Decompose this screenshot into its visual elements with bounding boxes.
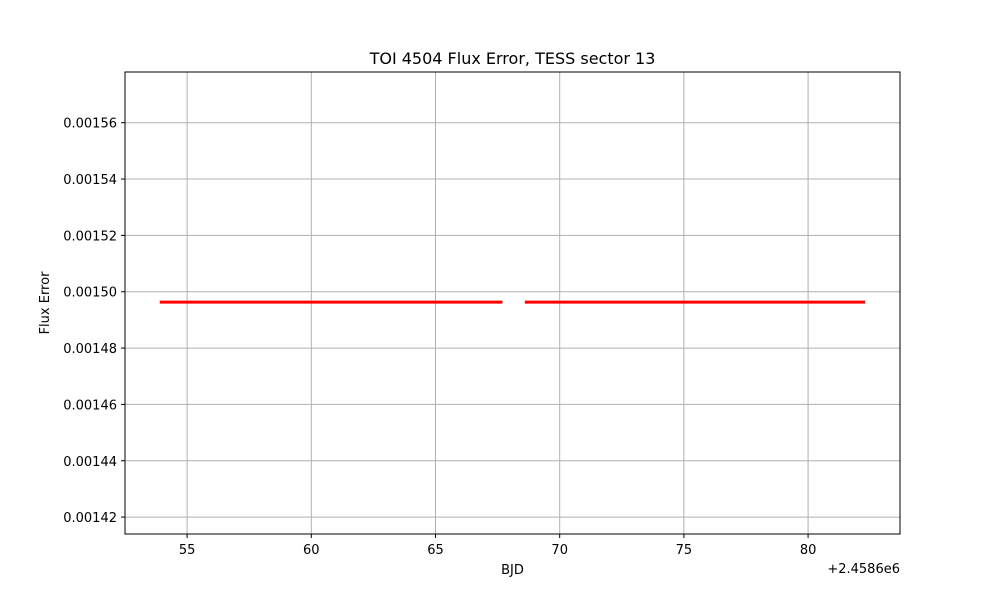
y-axis-label: Flux Error <box>38 271 53 334</box>
x-tick-label: 60 <box>303 543 320 558</box>
axis-ticks: 55 60 65 70 75 80 0.00142 0.00144 0.00146 0.00148… <box>63 117 816 558</box>
x-tick-label: 75 <box>676 543 693 558</box>
x-tick-label: 70 <box>551 543 568 558</box>
x-tick-label: 80 <box>800 543 817 558</box>
y-tick-label: 0.00144 <box>63 455 117 470</box>
plot-frame <box>124 71 901 535</box>
y-tick-label: 0.00150 <box>63 286 117 301</box>
y-tick-label: 0.00146 <box>63 398 117 413</box>
x-axis-label: BJD <box>501 563 524 578</box>
chart-title: TOI 4504 Flux Error, TESS sector 13 <box>369 49 656 68</box>
y-tick-label: 0.00148 <box>63 342 117 357</box>
y-tick-label: 0.00152 <box>63 229 117 244</box>
x-axis-offset-label: +2.4586e6 <box>827 562 900 577</box>
y-tick-label: 0.00154 <box>63 173 117 188</box>
y-tick-label: 0.00142 <box>63 511 117 526</box>
x-tick-label: 55 <box>179 543 196 558</box>
x-tick-label: 65 <box>427 543 444 558</box>
y-tick-label: 0.00156 <box>63 117 117 132</box>
